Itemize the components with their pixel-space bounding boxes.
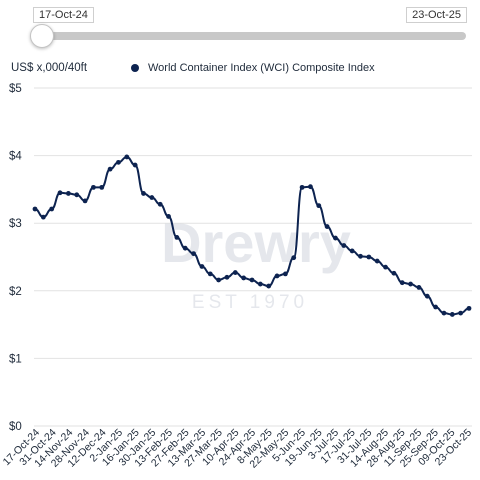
range-start-label: 17-Oct-24 <box>33 7 94 23</box>
data-point <box>199 264 205 269</box>
data-point <box>449 312 455 317</box>
data-point <box>466 305 472 311</box>
data-point <box>166 214 171 219</box>
data-point <box>358 253 363 259</box>
data-point <box>266 283 272 289</box>
data-point <box>57 190 63 196</box>
data-point <box>174 234 180 240</box>
data-point <box>366 254 372 260</box>
y-axis-label: US$ x,000/40ft <box>11 62 88 74</box>
data-point <box>333 235 338 241</box>
date-range-slider[interactable]: 17-Oct-24 23-Oct-25 <box>0 0 480 50</box>
data-point <box>408 281 413 287</box>
y-tick-label: $0 <box>9 421 22 433</box>
data-point <box>282 271 288 277</box>
range-track[interactable] <box>38 32 466 40</box>
data-point <box>349 248 355 254</box>
watermark-est-text: EST 1970 <box>192 292 308 313</box>
x-tick-labels: 17-Oct-2431-Oct-2414-Nov-2428-Nov-2412-D… <box>1 427 475 471</box>
data-point <box>249 277 255 283</box>
y-tick-label: $2 <box>9 286 22 298</box>
data-point <box>299 184 305 190</box>
data-point <box>291 255 297 261</box>
data-point <box>374 258 380 264</box>
y-tick-label: $3 <box>9 218 22 230</box>
legend[interactable]: World Container Index (WCI) Composite In… <box>131 62 375 74</box>
drewry-watermark: Drewry EST 1970 <box>161 211 351 313</box>
data-point <box>40 214 46 220</box>
data-point <box>224 274 230 280</box>
data-point <box>91 184 96 190</box>
data-point <box>32 206 38 212</box>
data-point <box>182 245 188 251</box>
data-point <box>149 195 155 200</box>
data-point <box>441 310 447 316</box>
data-points <box>32 154 472 317</box>
data-point <box>157 201 163 207</box>
data-point <box>399 280 405 286</box>
data-point <box>65 191 71 196</box>
data-point <box>416 285 422 290</box>
data-point <box>257 281 263 287</box>
data-point <box>82 198 88 204</box>
data-point <box>433 304 439 310</box>
data-point <box>341 243 347 248</box>
data-point <box>116 159 121 165</box>
y-tick-labels: $0 $1 $2 $3 $4 $5 <box>9 83 22 433</box>
data-point <box>216 277 222 283</box>
data-point <box>49 206 55 212</box>
data-point <box>99 184 105 190</box>
data-point <box>107 166 113 172</box>
legend-label: World Container Index (WCI) Composite In… <box>148 62 375 74</box>
watermark-logo-text: Drewry <box>161 211 351 274</box>
data-point <box>74 192 80 198</box>
data-point <box>391 270 397 276</box>
range-handle[interactable] <box>30 24 54 48</box>
y-tick-label: $5 <box>9 83 22 95</box>
data-point <box>141 191 146 196</box>
data-point <box>324 224 330 229</box>
data-point <box>383 264 388 270</box>
legend-marker-icon <box>131 64 139 72</box>
data-point <box>308 184 313 190</box>
data-point <box>124 154 130 160</box>
data-point <box>274 273 280 279</box>
data-point <box>207 271 213 277</box>
data-point <box>424 293 430 299</box>
y-tick-label: $4 <box>9 151 22 163</box>
y-tick-label: $1 <box>9 353 22 365</box>
data-point <box>458 310 464 316</box>
data-point <box>191 251 196 257</box>
data-point <box>132 162 138 168</box>
data-point <box>232 270 238 275</box>
range-end-label: 23-Oct-25 <box>406 7 467 23</box>
gridlines <box>34 87 472 427</box>
data-point <box>316 203 322 209</box>
data-point <box>241 275 247 281</box>
